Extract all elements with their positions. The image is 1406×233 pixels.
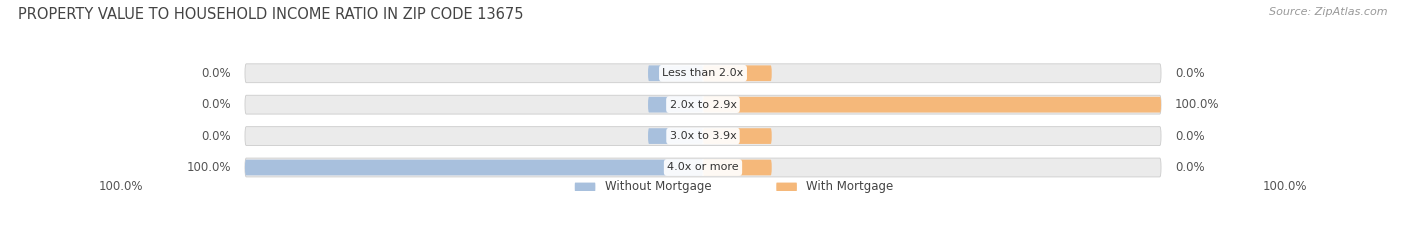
Text: Source: ZipAtlas.com: Source: ZipAtlas.com (1270, 7, 1388, 17)
Text: PROPERTY VALUE TO HOUSEHOLD INCOME RATIO IN ZIP CODE 13675: PROPERTY VALUE TO HOUSEHOLD INCOME RATIO… (18, 7, 524, 22)
Text: 0.0%: 0.0% (201, 67, 231, 80)
FancyBboxPatch shape (703, 97, 1161, 113)
FancyBboxPatch shape (648, 97, 703, 113)
Text: 100.0%: 100.0% (1263, 181, 1308, 193)
FancyBboxPatch shape (575, 183, 595, 191)
FancyBboxPatch shape (648, 128, 703, 144)
Text: 0.0%: 0.0% (201, 130, 231, 143)
FancyBboxPatch shape (703, 160, 772, 175)
Text: 4.0x or more: 4.0x or more (668, 162, 738, 172)
Text: Less than 2.0x: Less than 2.0x (662, 68, 744, 78)
Text: Without Mortgage: Without Mortgage (605, 181, 711, 193)
Text: With Mortgage: With Mortgage (806, 181, 893, 193)
FancyBboxPatch shape (245, 127, 1161, 145)
FancyBboxPatch shape (245, 160, 703, 175)
Text: 0.0%: 0.0% (1175, 161, 1205, 174)
Text: 3.0x to 3.9x: 3.0x to 3.9x (669, 131, 737, 141)
FancyBboxPatch shape (648, 65, 703, 81)
Text: 100.0%: 100.0% (187, 161, 231, 174)
FancyBboxPatch shape (703, 65, 772, 81)
FancyBboxPatch shape (703, 128, 772, 144)
FancyBboxPatch shape (776, 183, 797, 191)
Text: 2.0x to 2.9x: 2.0x to 2.9x (669, 100, 737, 110)
Text: 0.0%: 0.0% (1175, 67, 1205, 80)
Text: 100.0%: 100.0% (1175, 98, 1219, 111)
FancyBboxPatch shape (245, 158, 1161, 177)
FancyBboxPatch shape (245, 95, 1161, 114)
Text: 0.0%: 0.0% (1175, 130, 1205, 143)
Text: 100.0%: 100.0% (98, 181, 143, 193)
Text: 0.0%: 0.0% (201, 98, 231, 111)
FancyBboxPatch shape (245, 64, 1161, 83)
